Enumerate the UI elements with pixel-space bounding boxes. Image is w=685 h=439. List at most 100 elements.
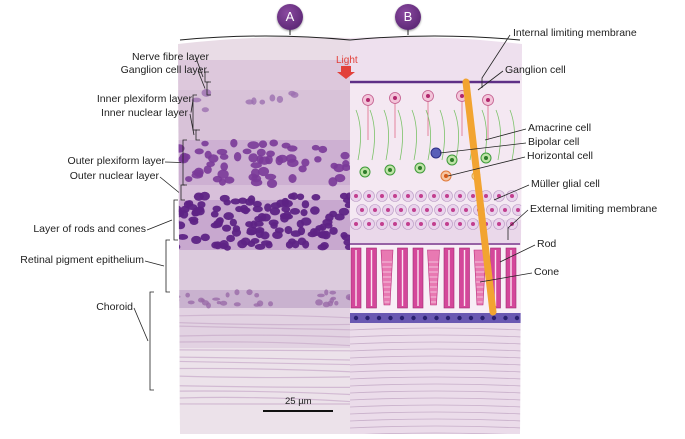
nucleus <box>226 235 235 242</box>
label-nerve-fibre-layer: Nerve fibre layer <box>132 51 209 63</box>
nucleus <box>248 195 255 204</box>
nucleus <box>340 152 349 160</box>
nucleus <box>258 213 267 222</box>
nucleus <box>211 242 219 249</box>
nucleus <box>329 291 336 295</box>
photoreceptor-nucleolus <box>516 208 520 212</box>
nucleus <box>204 165 212 174</box>
photoreceptor-nucleolus <box>432 194 436 198</box>
photoreceptor-nucleolus <box>360 208 364 212</box>
label-bipolar-cell: Bipolar cell <box>528 136 579 148</box>
nucleus <box>248 153 258 162</box>
nucleus <box>194 168 204 177</box>
nucleus <box>324 289 328 295</box>
nucleus <box>200 299 204 302</box>
nucleus <box>257 149 266 157</box>
nucleus <box>259 140 267 148</box>
label-leader <box>134 308 148 341</box>
nucleus <box>269 219 279 226</box>
label-leader <box>147 220 172 230</box>
nucleus <box>258 167 269 176</box>
nucleus <box>301 217 312 225</box>
nucleus <box>286 154 297 163</box>
nucleus <box>223 212 234 220</box>
photoreceptor-nucleolus <box>419 194 423 198</box>
nucleus <box>246 289 252 295</box>
photoreceptor-nucleolus <box>367 222 371 226</box>
nucleus <box>224 177 234 184</box>
photoreceptor-nucleolus <box>451 208 455 212</box>
pigment-granule <box>434 316 438 320</box>
label-layer-of-rods-and-cones: Layer of rods and cones <box>33 223 146 235</box>
photoreceptor-nucleolus <box>438 208 442 212</box>
photoreceptor-nucleolus <box>471 194 475 198</box>
label-internal-limiting-membrane: Internal limiting membrane <box>513 27 637 39</box>
nucleus <box>311 194 320 201</box>
nucleus <box>194 192 204 200</box>
photoreceptor-nucleolus <box>419 222 423 226</box>
nucleus <box>317 294 325 298</box>
panel-a-badge: A <box>277 4 303 30</box>
photoreceptor-nucleolus <box>380 194 384 198</box>
label-ganglion-cell: Ganglion cell <box>505 64 566 76</box>
nucleus <box>251 168 260 177</box>
nucleus <box>220 162 228 170</box>
photoreceptor-nucleolus <box>399 208 403 212</box>
nucleus <box>232 228 241 236</box>
nucleus <box>282 200 289 206</box>
nucleus <box>290 192 298 200</box>
ganglion-nucleus <box>393 96 397 100</box>
label-choroid: Choroid <box>96 301 133 313</box>
ganglion-nucleus <box>486 98 490 102</box>
bipolar-nucleus <box>388 168 392 172</box>
label-muller-glial-cell: Müller glial cell <box>531 178 600 190</box>
nucleus <box>281 206 290 212</box>
nucleus <box>245 99 253 104</box>
nucleus <box>315 299 323 305</box>
nucleus <box>202 107 209 112</box>
nucleus <box>222 225 231 232</box>
photoreceptor-nucleolus <box>412 208 416 212</box>
nucleus <box>255 227 264 233</box>
photoreceptor-nucleolus <box>393 194 397 198</box>
nucleus <box>202 89 212 97</box>
photoreceptor-nucleolus <box>458 194 462 198</box>
nucleus <box>251 179 262 186</box>
nucleus <box>220 195 230 202</box>
nucleus <box>195 206 205 212</box>
label-inner-plexiform-layer: Inner plexiform layer <box>97 93 192 105</box>
label-rod: Rod <box>537 238 556 250</box>
nucleus <box>308 231 318 237</box>
scale-label: 25 µm <box>285 396 312 407</box>
nucleus <box>268 301 273 306</box>
nucleus <box>302 200 310 208</box>
nucleus <box>277 96 283 103</box>
photoreceptor-nucleolus <box>490 208 494 212</box>
label-leader <box>165 162 181 163</box>
pigment-granule <box>480 316 484 320</box>
nucleus <box>241 207 250 213</box>
nucleus <box>301 159 309 167</box>
label-external-limiting-membrane: External limiting membrane <box>530 203 657 215</box>
nucleus <box>245 221 253 227</box>
label-cone: Cone <box>534 266 559 278</box>
nucleus <box>220 154 229 160</box>
histology-panel <box>170 30 360 434</box>
nucleus <box>286 241 293 249</box>
label-ganglion-cell-layer: Ganglion cell layer <box>121 64 207 76</box>
nucleus <box>342 164 351 171</box>
label-amacrine-cell: Amacrine cell <box>528 122 591 134</box>
nucleus <box>175 211 184 218</box>
nucleus <box>201 141 208 147</box>
nucleus <box>175 221 185 229</box>
nucleus <box>291 230 302 237</box>
photoreceptor-nucleolus <box>354 222 358 226</box>
pigment-granule <box>503 316 507 320</box>
photoreceptor-nucleolus <box>503 208 507 212</box>
photoreceptor-nucleolus <box>445 222 449 226</box>
photoreceptor-nucleolus <box>386 208 390 212</box>
pigment-granule <box>354 316 358 320</box>
nucleus <box>212 298 220 301</box>
label-horizontal-cell: Horizontal cell <box>527 150 593 162</box>
